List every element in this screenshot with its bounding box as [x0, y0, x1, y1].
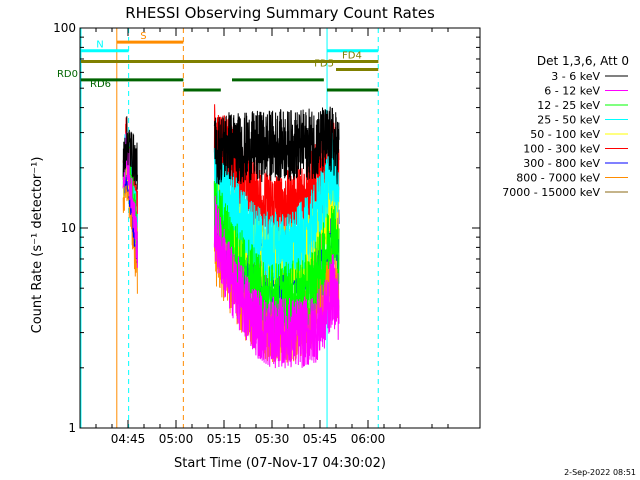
y-tick-label-1: 10: [61, 221, 76, 235]
flag-label-fd4: FD4: [342, 50, 362, 61]
legend-label-2: 12 - 25 keV: [537, 99, 600, 112]
flag-label-fd5: FD5: [314, 59, 334, 70]
legend-header: Det 1,3,6, Att 0: [537, 54, 629, 68]
legend-label-8: 7000 - 15000 keV: [502, 186, 600, 199]
flag-label-s: S: [140, 31, 146, 42]
legend-label-3: 25 - 50 keV: [537, 114, 600, 127]
legend-label-5: 100 - 300 keV: [523, 143, 600, 156]
flag-label-rd6: RD6: [90, 79, 111, 90]
x-tick-label-2: 05:15: [207, 432, 242, 446]
x-tick-label-5: 06:00: [351, 432, 386, 446]
legend-label-1: 6 - 12 keV: [544, 85, 600, 98]
y-axis-label: Count Rate (s⁻¹ detector⁻¹): [30, 157, 45, 334]
plot-area: S N FD4 FD5 RD0 RD6: [57, 28, 379, 428]
x-tick-label-3: 05:30: [255, 432, 290, 446]
chart-title: RHESSI Observing Summary Count Rates: [125, 4, 435, 22]
y-tick-label-0: 1: [68, 421, 76, 435]
axes-frame: 04:45 05:00 05:15 05:30 05:45 06:00 1 10 100: [53, 21, 481, 446]
x-tick-label-1: 05:00: [159, 432, 194, 446]
x-tick-label-4: 05:45: [303, 432, 338, 446]
legend-label-7: 800 - 7000 keV: [516, 172, 600, 185]
flag-label-n: N: [96, 40, 103, 51]
footer-timestamp: 2-Sep-2022 08:51: [564, 468, 636, 477]
legend-label-4: 50 - 100 keV: [530, 128, 600, 141]
legend-label-0: 3 - 6 keV: [551, 70, 600, 83]
flag-label-rd0: RD0: [57, 69, 78, 80]
y-tick-label-2: 100: [53, 21, 76, 35]
legend-label-6: 300 - 800 keV: [523, 157, 600, 170]
series-line-3-6keV: [122, 106, 340, 190]
x-tick-label-0: 04:45: [111, 432, 146, 446]
x-axis-label: Start Time (07-Nov-17 04:30:02): [174, 456, 386, 471]
